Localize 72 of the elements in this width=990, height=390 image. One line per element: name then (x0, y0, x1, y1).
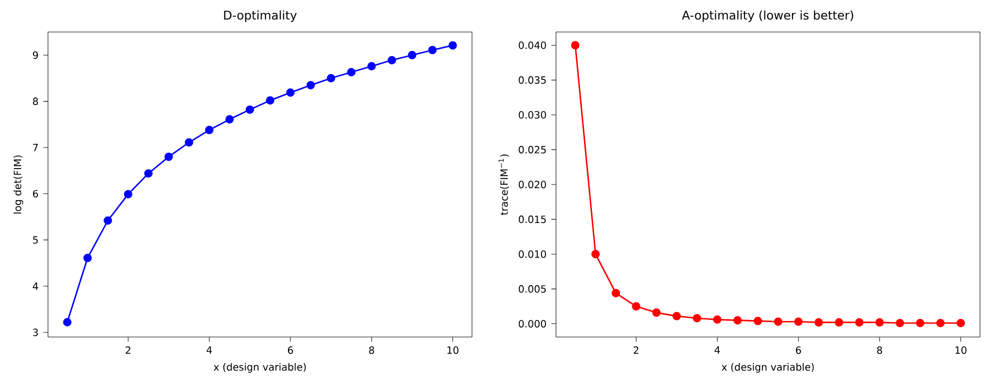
point (834, 318, 844, 327)
y-tick-label: 7 (33, 144, 38, 152)
point (347, 68, 356, 76)
y-axis-title: log det(FIM) (14, 155, 24, 214)
y-tick-label: 0.020 (518, 180, 546, 188)
point (896, 318, 904, 328)
point (814, 318, 823, 327)
point (428, 46, 437, 54)
x-tick-label: 6 (288, 346, 293, 354)
point (124, 190, 132, 198)
x-tick-label: 10 (956, 346, 966, 354)
point (63, 318, 72, 326)
point (571, 41, 580, 50)
point (408, 50, 416, 60)
x-tick-label: 8 (369, 346, 374, 354)
point (367, 62, 376, 70)
point (184, 138, 194, 147)
point (916, 318, 924, 328)
point (692, 314, 702, 322)
y-tick-label: 4 (32, 282, 38, 290)
point (164, 152, 173, 161)
y-tick-label: 6 (32, 190, 38, 198)
y-tick-label: 0.000 (518, 320, 546, 328)
y-tick-label: 0.030 (518, 111, 546, 119)
point (104, 216, 112, 225)
y-tick-label: 0.025 (518, 146, 546, 154)
point (205, 126, 214, 134)
y-tick-label: 0.005 (518, 285, 546, 293)
x-tick-label: 4 (714, 346, 720, 354)
y-tick-label: 0.015 (518, 216, 546, 224)
y-tick-label: 0.040 (518, 41, 546, 49)
point (612, 288, 620, 298)
x-tick-label: 2 (634, 346, 638, 354)
point (246, 105, 254, 114)
point (652, 308, 661, 317)
x-tick-label: 10 (448, 346, 458, 354)
point (306, 80, 315, 90)
point (83, 254, 92, 262)
point (855, 318, 864, 327)
point (632, 302, 640, 311)
point (225, 115, 234, 124)
point (875, 318, 884, 327)
x-tick-label: 6 (796, 346, 801, 354)
point (266, 96, 274, 105)
chart-title: A-optimality (lower is better) (682, 10, 854, 22)
y-tick-label: 0.035 (518, 76, 546, 84)
point (794, 317, 803, 326)
point (672, 312, 681, 320)
x-axis-title: x (design variable) (214, 363, 306, 373)
x-axis-title: x (design variable) (722, 363, 814, 373)
y-tick-label: 0.010 (518, 250, 546, 258)
point (286, 88, 295, 97)
chart-title: D-optimality (224, 10, 297, 22)
y-tick-label: 5 (33, 236, 38, 244)
y-tick-label: 9 (32, 51, 38, 59)
point (774, 317, 782, 326)
point (733, 316, 742, 324)
x-tick-label: 8 (877, 346, 882, 354)
point (448, 41, 457, 50)
y-tick-label: 8 (32, 98, 38, 106)
x-tick-label: 4 (206, 346, 212, 354)
x-tick-label: 2 (126, 346, 130, 354)
point (754, 316, 762, 326)
point (936, 318, 945, 328)
point (326, 74, 336, 82)
y-axis-title: trace(FIM$^{−1}$) (498, 154, 510, 216)
point (956, 318, 965, 328)
y-tick-label: 3 (33, 328, 38, 336)
point (591, 250, 600, 258)
point (144, 169, 153, 178)
point (713, 315, 722, 324)
point (388, 56, 396, 64)
